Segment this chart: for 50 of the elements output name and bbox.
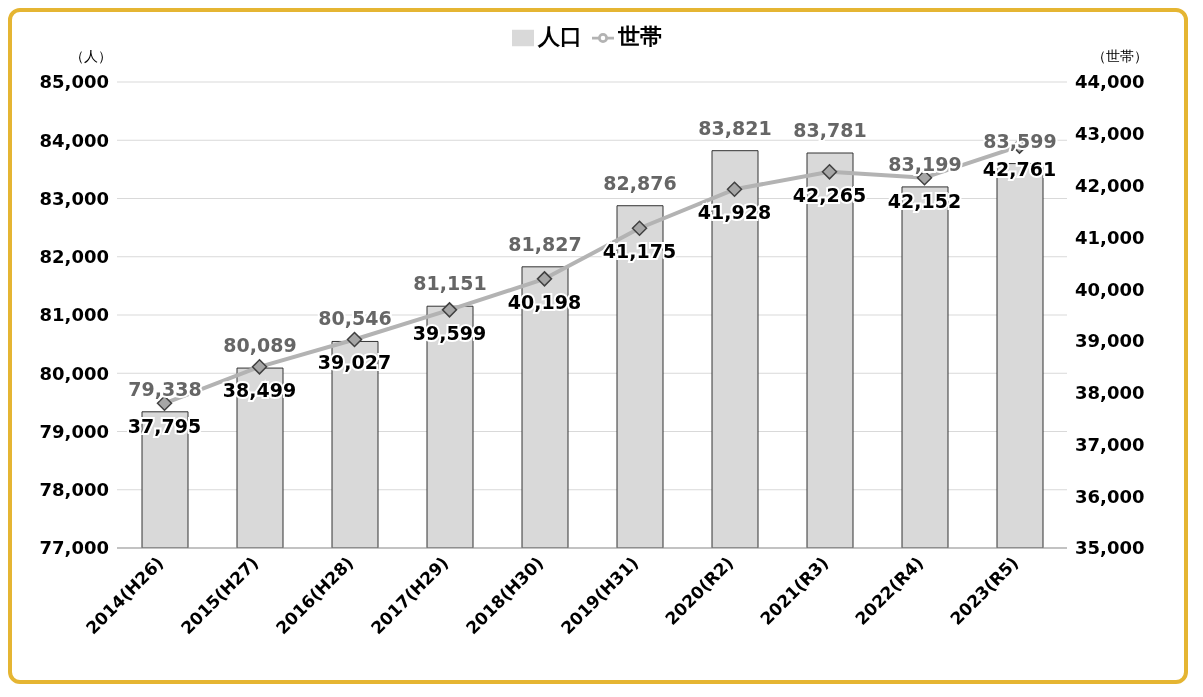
- y2-tick-label: 40,000: [1075, 278, 1145, 300]
- y-tick-label: 84,000: [39, 129, 109, 151]
- data-label: 79,338: [128, 377, 202, 400]
- point: [821, 164, 838, 180]
- y-tick-label: 85,000: [39, 71, 109, 93]
- legend-label: 人口: [538, 24, 582, 49]
- data-label: 83,781: [793, 119, 867, 142]
- data-label: 80,546: [318, 307, 392, 330]
- data-label: 81,151: [413, 272, 487, 295]
- y2-axis-title: （世帯）: [1092, 48, 1148, 66]
- data-label: 82,876: [603, 171, 677, 194]
- data-label: 83,821: [698, 116, 772, 139]
- y2-tick-label: 42,000: [1075, 174, 1145, 196]
- y-tick-label: 77,000: [39, 537, 109, 559]
- data-label: 81,827: [508, 232, 582, 255]
- y-tick-label: 80,000: [39, 362, 109, 384]
- point: [441, 302, 458, 318]
- point: [251, 359, 268, 375]
- y2-tick-label: 41,000: [1075, 226, 1145, 248]
- data-label: 41,928: [697, 201, 772, 224]
- data-label: 42,761: [982, 158, 1057, 181]
- data-label: 41,175: [602, 240, 677, 263]
- point: [726, 181, 743, 198]
- y2-tick-label: 43,000: [1075, 123, 1145, 145]
- y-tick-label: 83,000: [39, 187, 109, 209]
- y2-tick-label: 36,000: [1075, 485, 1145, 507]
- y-axis-title: （人）: [70, 48, 112, 66]
- data-label: 42,152: [887, 189, 962, 212]
- y2-tick-label: 38,000: [1075, 382, 1145, 404]
- point: [536, 271, 553, 287]
- data-label: 83,199: [888, 152, 962, 175]
- point: [631, 220, 648, 237]
- data-label: 37,795: [127, 415, 202, 438]
- y-tick-label: 82,000: [39, 246, 109, 268]
- data-label: 42,265: [792, 183, 867, 206]
- data-label: 38,499: [222, 378, 297, 401]
- y2-tick-label: 44,000: [1075, 71, 1145, 93]
- y2-tick-label: 35,000: [1075, 537, 1145, 559]
- legend-label: 世帯: [618, 24, 662, 49]
- data-label: 40,198: [507, 290, 582, 313]
- point: [346, 331, 363, 348]
- y-tick-label: 78,000: [39, 479, 109, 501]
- data-label: 80,089: [223, 334, 297, 357]
- y2-tick-label: 39,000: [1075, 330, 1145, 352]
- y2-tick-label: 37,000: [1075, 433, 1145, 455]
- data-label: 39,027: [317, 351, 392, 374]
- y-tick-label: 81,000: [39, 304, 109, 326]
- data-label: 39,599: [412, 321, 487, 344]
- y-tick-label: 79,000: [39, 420, 109, 442]
- data-label: 83,599: [983, 129, 1057, 152]
